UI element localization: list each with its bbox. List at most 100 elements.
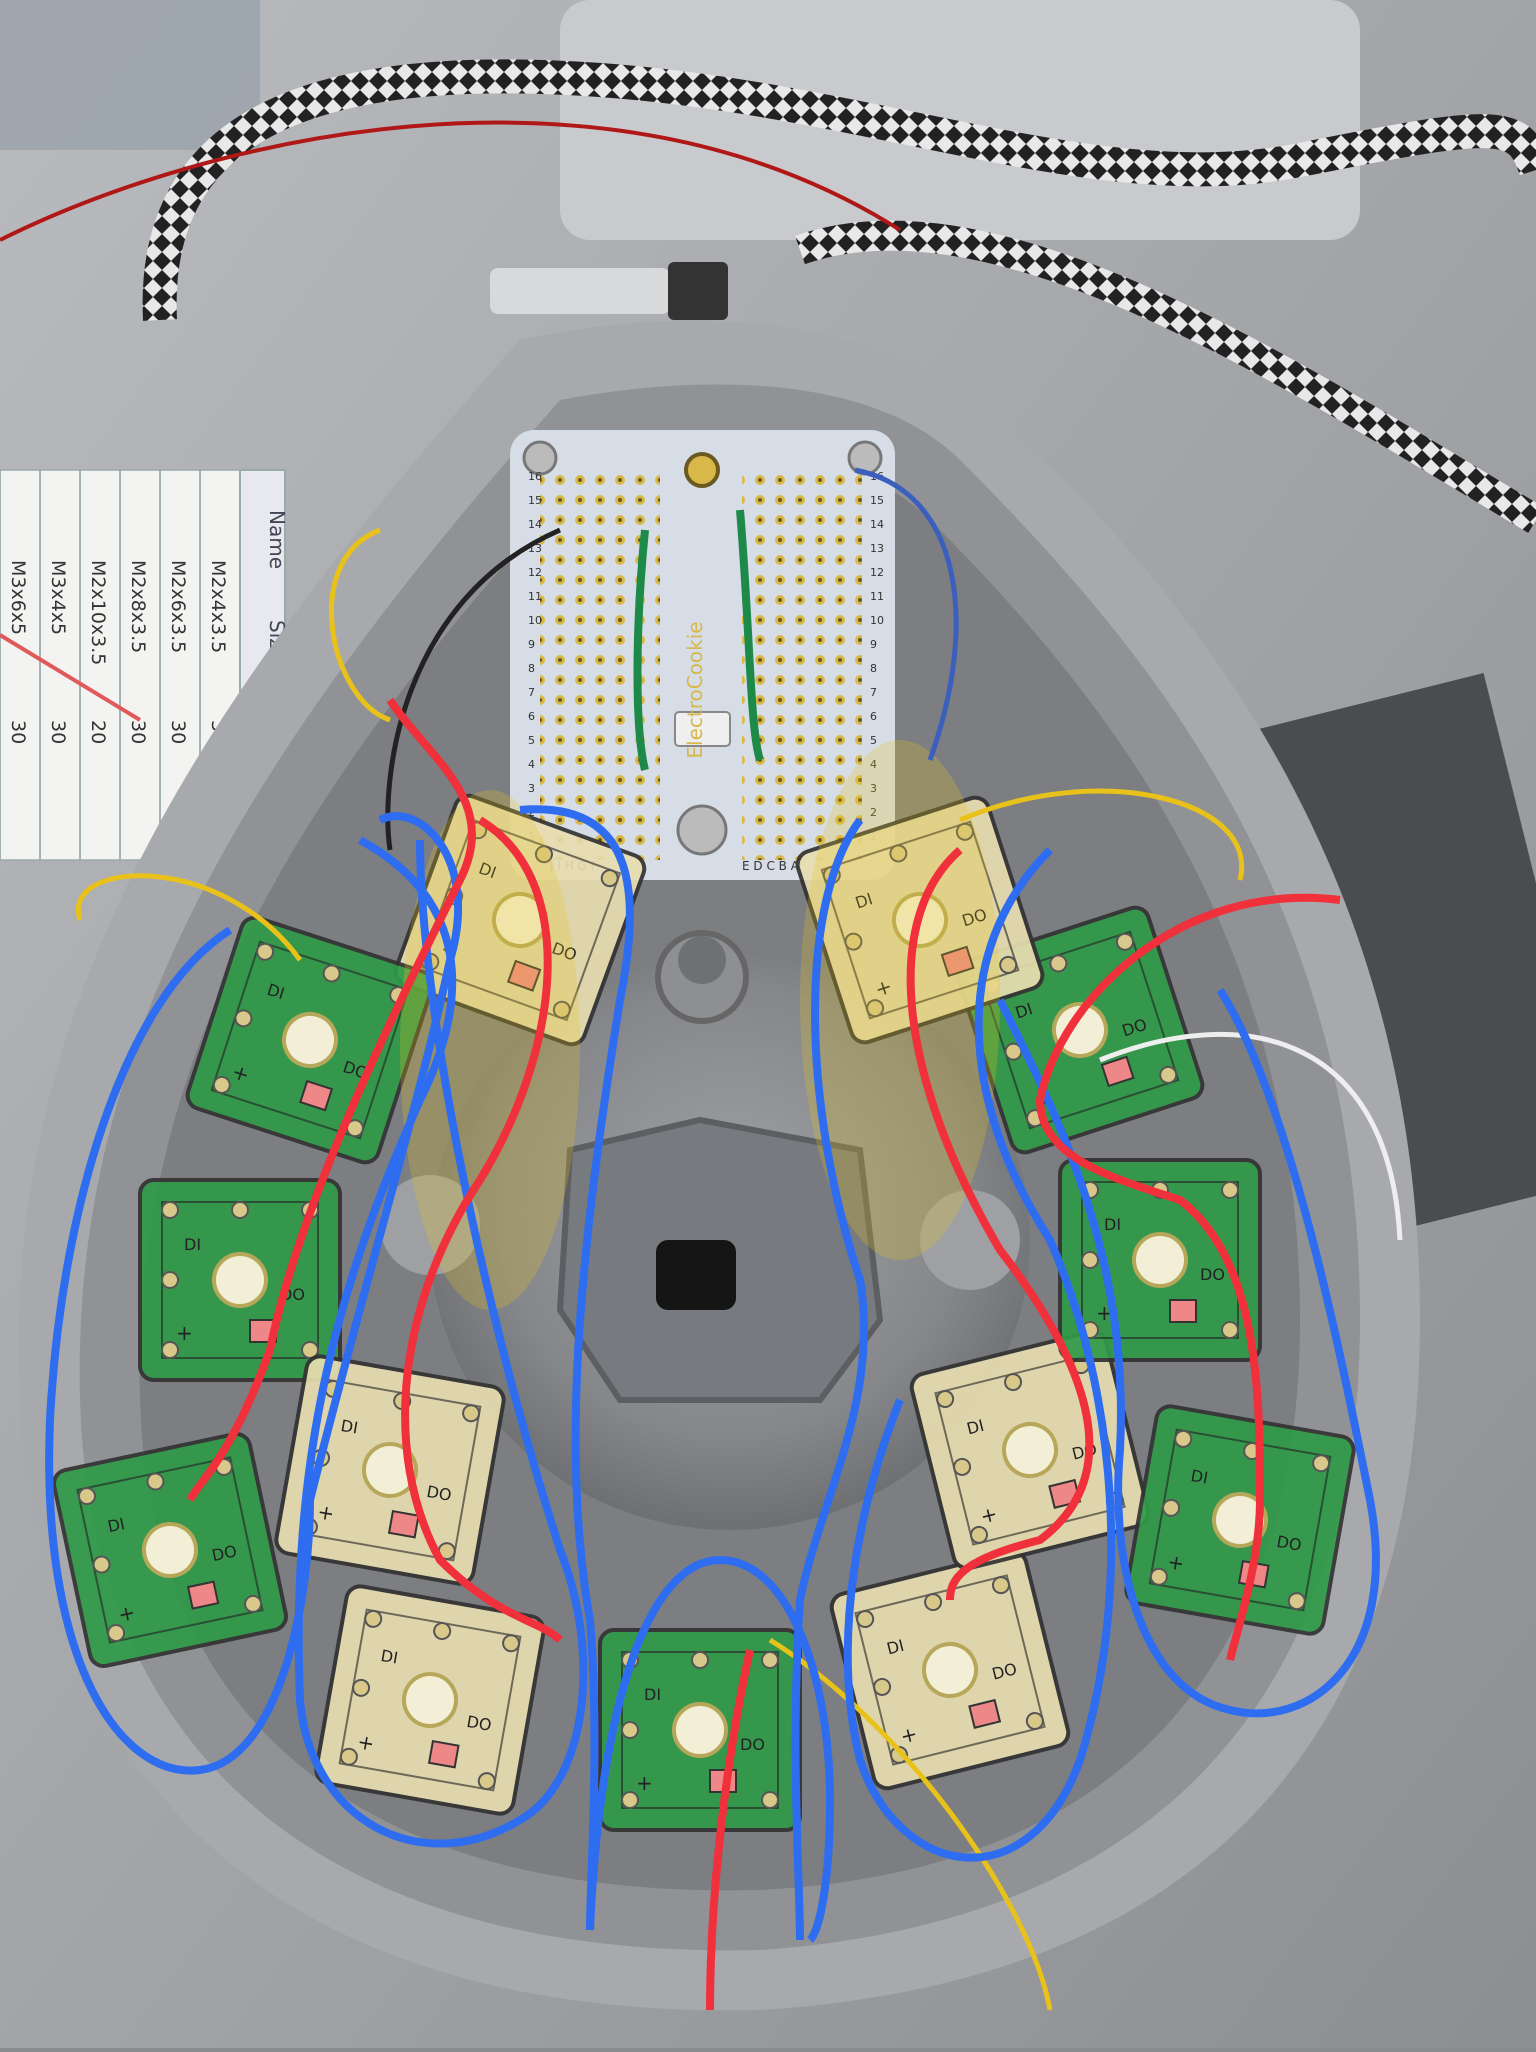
switch-led [940,945,975,978]
silk-data-out: DO [210,1541,238,1565]
yellow-wire-left [328,527,391,723]
switch-led [427,1739,460,1769]
row-number-left: 9 [528,638,535,651]
card-row [0,469,41,861]
protoboard: ElectroCookie J I H G F E D C B A 161615… [510,430,895,880]
blue-marker-loop-bottom-center [586,1555,835,1943]
switch-center-hole [922,1642,978,1698]
silk-plus: + [978,1501,1000,1528]
protoboard-right-letters: E D C B A [742,859,800,873]
switch-center-hole [142,1522,198,1578]
laptop-edge [560,0,1360,240]
row-number-right: 9 [870,638,877,651]
braided-usb-cable [142,59,1536,321]
row-number-right: 10 [870,614,884,627]
row-number-left: 15 [528,494,542,507]
card-row-size: M3x6x5 [7,560,29,635]
switch-led [387,1509,420,1539]
row-number-left: 12 [528,566,542,579]
row-number-right: 15 [870,494,884,507]
silk-plus: + [356,1729,377,1756]
switch-center-hole [1132,1232,1188,1288]
row-number-right: 13 [870,542,884,555]
silk-data-in: DI [1013,999,1035,1022]
yellow-wire-bottom [768,1637,1053,2011]
switch-center-hole [1052,1002,1108,1058]
row-number-right: 2 [870,806,877,819]
card-row-qty: 30 [7,720,29,744]
switch-led [506,959,542,992]
switch-led [186,1580,220,1610]
row-number-left: 4 [528,758,535,771]
silk-data-in: DI [644,1685,661,1704]
card-header-name: Name [265,510,289,569]
silk-data-in: DI [339,1416,359,1438]
row-number-left: 5 [528,734,535,747]
switch-center-hole [1212,1492,1268,1548]
row-number-left: 6 [528,710,535,723]
blue-marker-loop-center-right [791,817,868,1941]
row-number-left: 14 [528,518,542,531]
protoboard-brand: ElectroCookie [683,621,707,758]
switch-center-hole [362,1442,418,1498]
standoff-right [920,1190,1020,1290]
yellow-wire-right [959,788,1245,881]
switch-led [1169,1299,1197,1323]
card-row-size: M3x4x5 [47,560,69,635]
card-row-qty: 20 [87,720,109,744]
row-number-right: 4 [870,758,877,771]
switch-pcb: DI DO + [314,1584,546,1816]
card-row-qty: 30 [167,720,189,744]
row-number-left: 7 [528,686,535,699]
card-row-size: M2x4x3.5 [207,560,229,653]
card-row-size: M2x10x3.5 [87,560,109,665]
silk-data-in: DI [965,1416,986,1439]
red-marker-line-center [706,1649,754,2011]
row-number-right: 8 [870,662,877,675]
silk-plus: + [116,1600,137,1627]
silk-plus: + [872,974,895,1002]
blue-marker-loop-right-inner [843,847,1116,1862]
card-red-line [0,633,142,722]
silk-data-in: DI [265,980,287,1003]
silk-plus: + [229,1059,252,1087]
row-number-right: 7 [870,686,877,699]
red-marker-line-right-inner [906,846,1094,1601]
red-marker-line-right [1035,893,1341,1661]
blue-wire-right [854,467,959,761]
blue-marker-loop-left-inner [294,836,588,1848]
row-number-left: 8 [528,662,535,675]
silk-data-in: DI [476,859,499,883]
silk-data-out: DO [465,1712,493,1735]
silk-data-in: DI [1104,1215,1121,1234]
silk-plus: + [176,1321,193,1345]
switch-center-hole [672,1702,728,1758]
standoff-left [380,1175,480,1275]
silk-data-in: DI [379,1646,399,1668]
usb-connector [668,262,728,320]
switch-led [968,1698,1002,1729]
silk-plus: + [636,1771,653,1795]
silk-plus: + [898,1721,920,1748]
silk-data-out: DO [1275,1532,1303,1555]
row-number-left: 10 [528,614,542,627]
silk-data-in: DI [885,1636,906,1659]
row-number-left: 11 [528,590,542,603]
row-number-right: 3 [870,782,877,795]
row-number-right: 5 [870,734,877,747]
row-number-right: 12 [870,566,884,579]
braided-usb-cable-loop [795,220,1536,533]
switch-center-hole [1002,1422,1058,1478]
blue-marker-loop-far-right [996,987,1380,1718]
yellow-highlight-right [800,740,1000,1260]
switch-center-hole [212,1252,268,1308]
yellow-highlight-left [400,790,580,1310]
card-row-qty: 30 [47,720,69,744]
